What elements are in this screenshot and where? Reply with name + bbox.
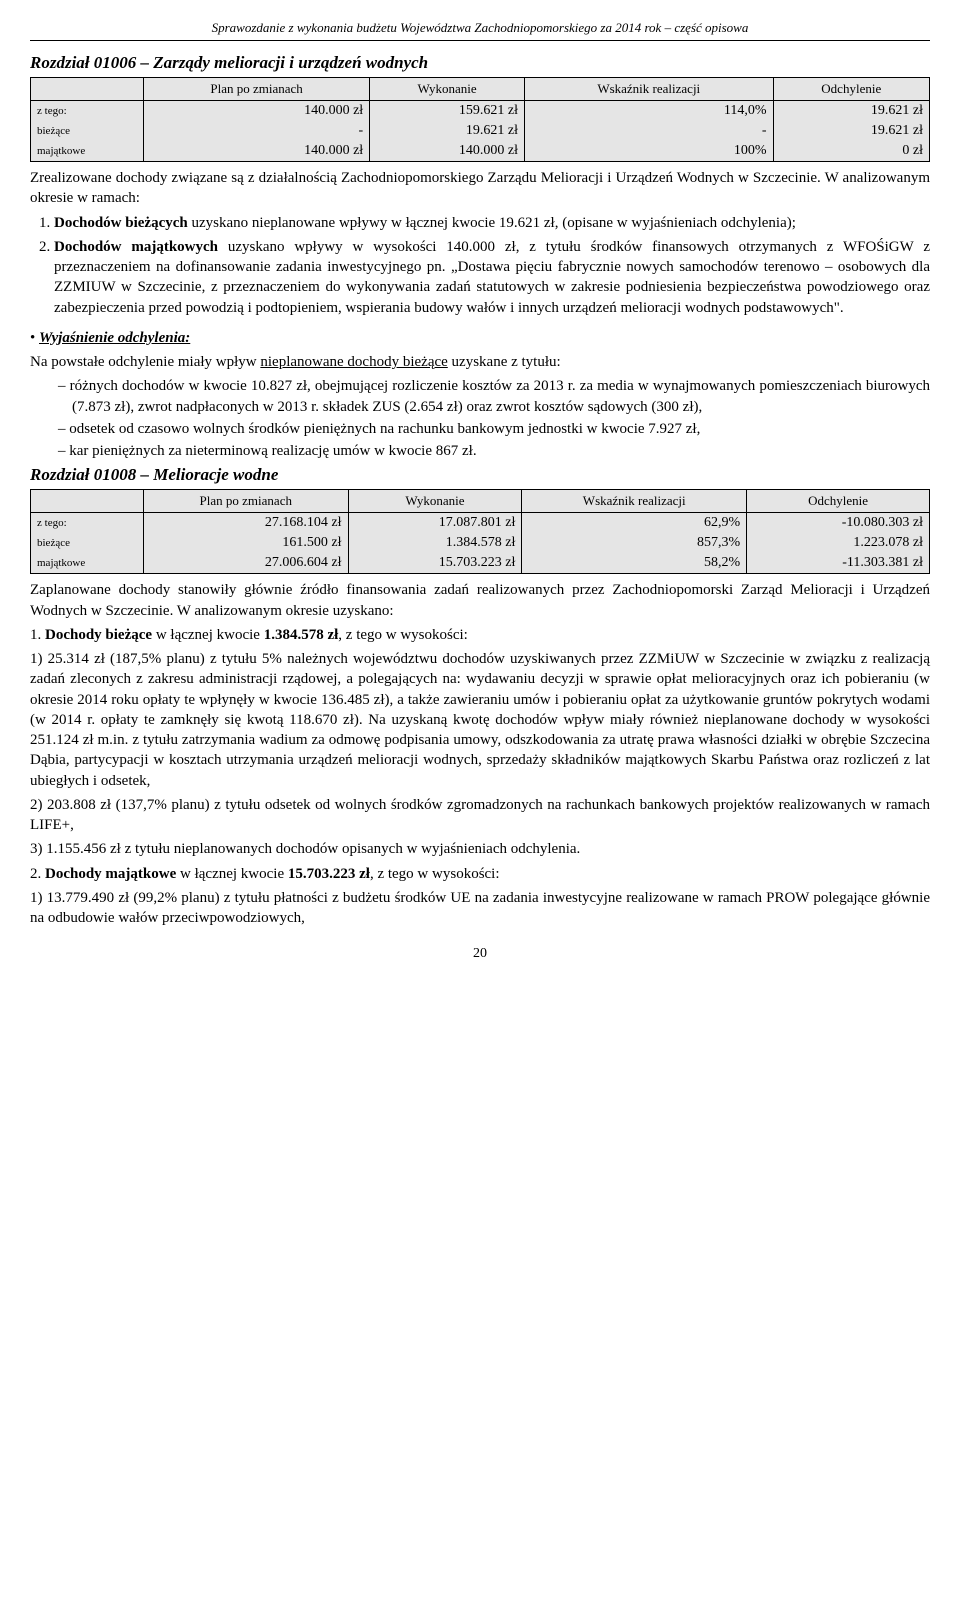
section2-intro: Zaplanowane dochody stanowiły głównie źr… — [30, 580, 930, 621]
spacer — [31, 78, 144, 101]
list-item: Dochodów bieżących uzyskano nieplanowane… — [54, 213, 930, 233]
col-wykonanie: Wykonanie — [348, 490, 522, 513]
row-label-biezace: bieżące — [31, 121, 144, 141]
item1: 1. Dochody bieżące w łącznej kwocie 1.38… — [30, 625, 930, 645]
sub1-2: 2) 203.808 zł (137,7% planu) z tytułu od… — [30, 795, 930, 836]
explanation-heading: • Wyjaśnienie odchylenia: — [30, 328, 930, 348]
explanation-intro: Na powstałe odchylenie miały wpływ niepl… — [30, 352, 930, 372]
cell: 27.006.604 zł — [144, 553, 349, 574]
explanation-list: różnych dochodów w kwocie 10.827 zł, obe… — [58, 376, 930, 461]
col-wskaznik: Wskaźnik realizacji — [522, 490, 747, 513]
cell: - — [524, 121, 773, 141]
cell: 1.384.578 zł — [348, 533, 522, 553]
sub2-1: 1) 13.779.490 zł (99,2% planu) z tytułu … — [30, 888, 930, 929]
sub1-1: 1) 25.314 zł (187,5% planu) z tytułu 5% … — [30, 649, 930, 791]
section-title-01006: Rozdział 01006 – Zarządy melioracji i ur… — [30, 53, 930, 73]
cell: 27.168.104 zł — [144, 513, 349, 534]
doc-header: Sprawozdanie z wykonania budżetu Wojewód… — [30, 20, 930, 41]
cell: 161.500 zł — [144, 533, 349, 553]
list-item: kar pieniężnych za nieterminową realizac… — [58, 441, 930, 461]
list-item: Dochodów majątkowych uzyskano wpływy w w… — [54, 237, 930, 318]
table-01008: Plan po zmianach Wykonanie Wskaźnik real… — [30, 489, 930, 574]
col-plan: Plan po zmianach — [144, 78, 370, 101]
cell: -11.303.381 zł — [747, 553, 930, 574]
cell: -10.080.303 zł — [747, 513, 930, 534]
list-item: odsetek od czasowo wolnych środków pieni… — [58, 419, 930, 439]
table-01006: Plan po zmianach Wykonanie Wskaźnik real… — [30, 77, 930, 162]
row-label-biezace: bieżące — [31, 533, 144, 553]
cell: 15.703.223 zł — [348, 553, 522, 574]
cell: 140.000 zł — [144, 141, 370, 162]
cell: 19.621 zł — [773, 101, 929, 122]
section-title-01008: Rozdział 01008 – Melioracje wodne — [30, 465, 930, 485]
cell: 19.621 zł — [773, 121, 929, 141]
spacer — [31, 490, 144, 513]
cell: 140.000 zł — [370, 141, 525, 162]
cell: 159.621 zł — [370, 101, 525, 122]
cell: 0 zł — [773, 141, 929, 162]
col-odchylenie: Odchylenie — [773, 78, 929, 101]
item2: 2. Dochody majątkowe w łącznej kwocie 15… — [30, 864, 930, 884]
cell: 62,9% — [522, 513, 747, 534]
col-wskaznik: Wskaźnik realizacji — [524, 78, 773, 101]
col-odchylenie: Odchylenie — [747, 490, 930, 513]
sub1-3: 3) 1.155.456 zł z tytułu nieplanowanych … — [30, 839, 930, 859]
row-label-majatkowe: majątkowe — [31, 553, 144, 574]
cell: 1.223.078 zł — [747, 533, 930, 553]
col-wykonanie: Wykonanie — [370, 78, 525, 101]
row-label-ztego: z tego: — [31, 101, 144, 122]
cell: 140.000 zł — [144, 101, 370, 122]
cell: 17.087.801 zł — [348, 513, 522, 534]
cell: 857,3% — [522, 533, 747, 553]
row-label-majatkowe: majątkowe — [31, 141, 144, 162]
cell: 58,2% — [522, 553, 747, 574]
cell: 114,0% — [524, 101, 773, 122]
list-item: różnych dochodów w kwocie 10.827 zł, obe… — [58, 376, 930, 417]
cell: 100% — [524, 141, 773, 162]
cell: 19.621 zł — [370, 121, 525, 141]
row-label-ztego: z tego: — [31, 513, 144, 534]
cell: - — [144, 121, 370, 141]
section1-list: Dochodów bieżących uzyskano nieplanowane… — [30, 213, 930, 318]
col-plan: Plan po zmianach — [144, 490, 349, 513]
section1-intro: Zrealizowane dochody związane są z dział… — [30, 168, 930, 209]
page-number: 20 — [30, 946, 930, 962]
